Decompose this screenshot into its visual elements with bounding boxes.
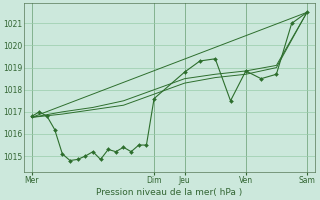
X-axis label: Pression niveau de la mer( hPa ): Pression niveau de la mer( hPa ) [96, 188, 243, 197]
